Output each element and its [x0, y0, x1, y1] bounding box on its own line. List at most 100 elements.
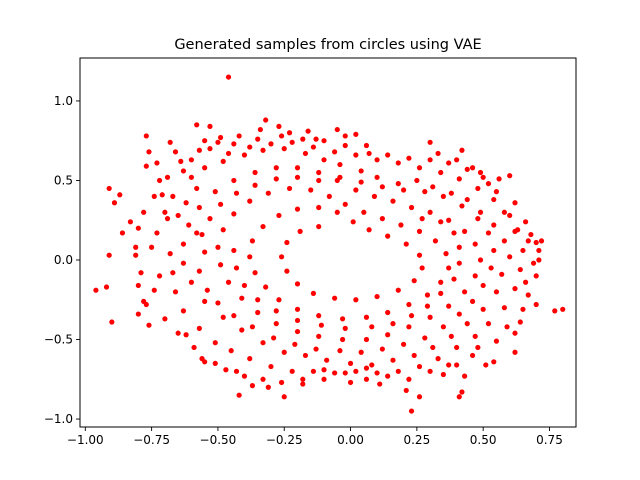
- data-point: [310, 144, 317, 150]
- data-point: [278, 254, 285, 260]
- data-point: [260, 147, 266, 153]
- data-point: [403, 387, 409, 394]
- y-tick-label: 0.5: [54, 173, 73, 187]
- data-point: [523, 279, 529, 285]
- data-point: [462, 373, 468, 379]
- data-point: [501, 305, 507, 311]
- data-point: [220, 227, 226, 233]
- data-point: [106, 252, 112, 258]
- data-point: [194, 185, 200, 192]
- data-point: [395, 368, 401, 374]
- data-point: [525, 292, 531, 298]
- data-point: [260, 223, 266, 230]
- data-point: [475, 216, 481, 222]
- data-point: [247, 144, 253, 150]
- data-point: [459, 203, 465, 209]
- data-point: [385, 373, 391, 379]
- data-point: [366, 227, 372, 233]
- data-point: [363, 365, 370, 371]
- data-point: [416, 394, 423, 400]
- data-point: [512, 200, 518, 206]
- data-point: [456, 244, 462, 250]
- data-point: [294, 174, 301, 180]
- data-point: [207, 123, 213, 129]
- data-point: [416, 252, 423, 258]
- data-point: [446, 362, 452, 368]
- data-point: [440, 324, 446, 330]
- data-point: [247, 356, 253, 362]
- data-point: [477, 169, 484, 176]
- data-point: [446, 265, 452, 271]
- data-point: [239, 327, 245, 333]
- data-point: [212, 360, 218, 366]
- data-point: [316, 204, 322, 211]
- data-point: [215, 300, 221, 306]
- data-point: [249, 238, 256, 244]
- data-point: [485, 230, 492, 236]
- data-point: [141, 298, 147, 304]
- data-point: [560, 306, 566, 312]
- data-point: [469, 165, 476, 171]
- data-point: [93, 287, 99, 293]
- y-axis: −1.0 −0.5 0.0 0.5 1.0: [44, 94, 80, 426]
- data-point: [175, 212, 181, 219]
- data-point: [456, 260, 462, 266]
- y-tick-label: 0.0: [54, 253, 73, 267]
- data-point: [228, 348, 234, 354]
- data-point: [427, 368, 433, 374]
- data-point: [342, 133, 348, 139]
- data-point: [491, 196, 497, 203]
- data-point: [353, 368, 359, 374]
- data-point: [305, 128, 311, 134]
- data-point: [260, 376, 266, 382]
- data-point: [159, 192, 165, 198]
- data-point: [475, 344, 481, 351]
- data-point: [464, 166, 470, 172]
- data-point: [316, 333, 322, 339]
- data-point: [220, 314, 226, 320]
- data-point: [196, 147, 202, 153]
- data-point: [133, 252, 139, 258]
- data-point: [517, 266, 523, 273]
- data-point: [143, 163, 149, 169]
- data-point: [427, 209, 433, 215]
- data-point: [451, 230, 457, 236]
- data-point: [337, 174, 343, 180]
- data-point: [247, 254, 253, 260]
- data-point: [512, 330, 518, 336]
- data-point: [215, 139, 221, 145]
- data-point: [146, 149, 152, 155]
- data-point: [156, 177, 163, 184]
- data-point: [491, 222, 497, 228]
- data-point: [172, 149, 179, 155]
- data-point: [342, 370, 348, 376]
- data-point: [180, 241, 187, 247]
- data-point: [400, 187, 407, 193]
- data-point: [448, 190, 454, 196]
- data-point: [342, 142, 348, 149]
- data-point: [162, 209, 168, 215]
- data-point: [321, 138, 327, 144]
- x-axis: −1.00 −0.75 −0.50 −0.25 0.00 0.25 0.50 0.75: [67, 427, 563, 447]
- data-point: [438, 279, 444, 285]
- data-point: [512, 286, 518, 292]
- data-point: [507, 173, 513, 179]
- data-point: [135, 225, 141, 231]
- data-point: [339, 316, 346, 322]
- data-point: [408, 313, 415, 319]
- data-point: [395, 160, 401, 166]
- x-tick-label: −0.25: [266, 433, 303, 447]
- data-point: [231, 141, 237, 147]
- data-point: [324, 357, 330, 363]
- data-point: [395, 181, 401, 187]
- data-point: [411, 352, 417, 359]
- data-point: [207, 216, 213, 222]
- data-point: [536, 247, 542, 254]
- data-point: [162, 316, 168, 322]
- data-point: [475, 185, 481, 192]
- data-point: [369, 324, 375, 330]
- data-point: [273, 165, 279, 171]
- data-point: [294, 165, 301, 171]
- data-point: [416, 228, 423, 234]
- data-point: [403, 241, 409, 247]
